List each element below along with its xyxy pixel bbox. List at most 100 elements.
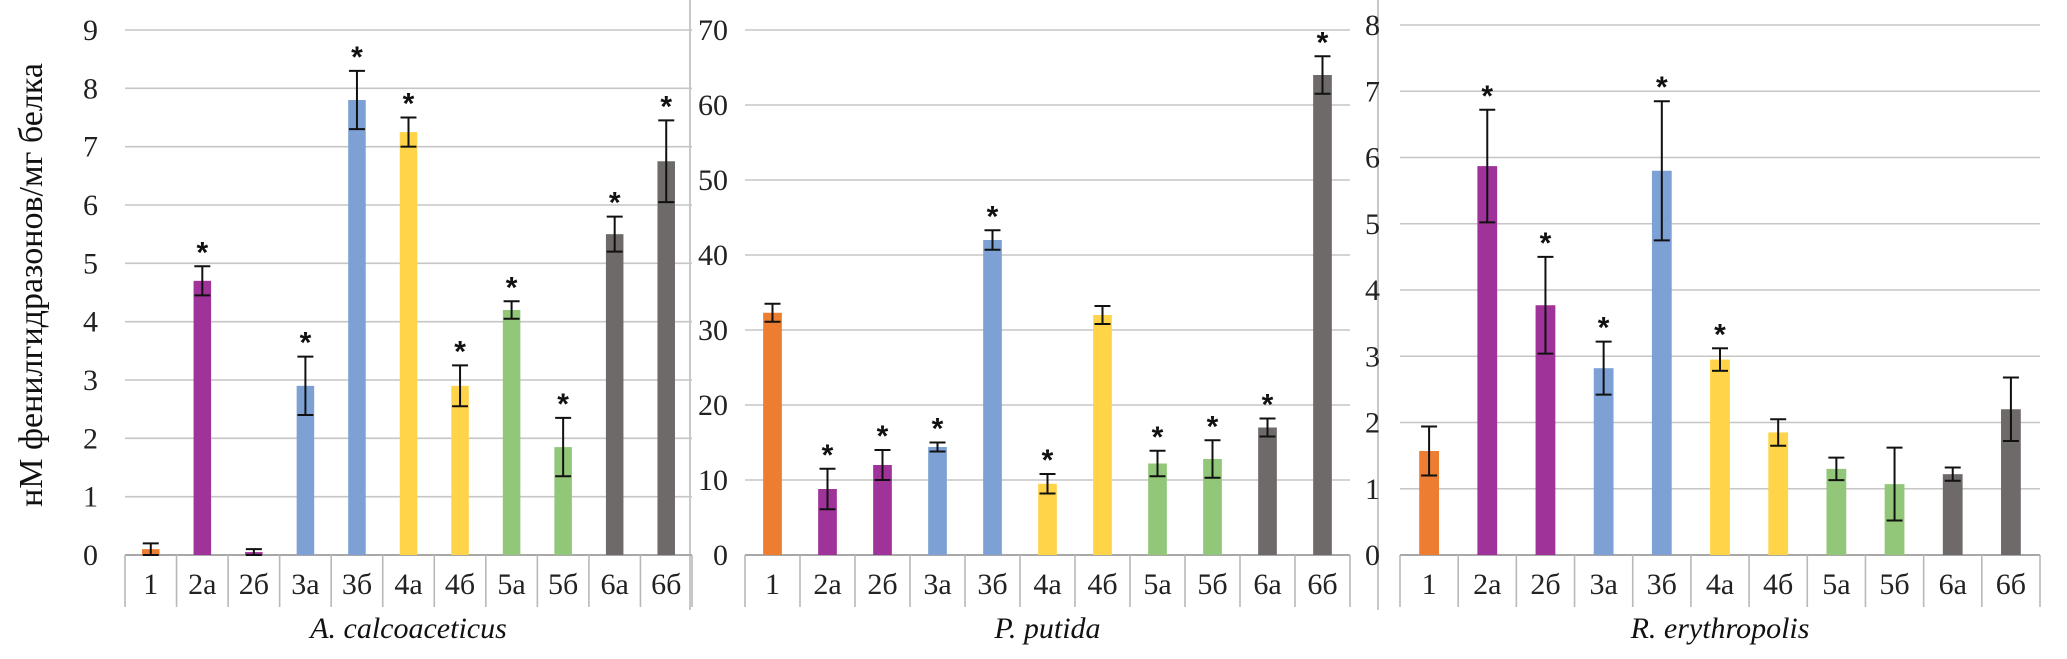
bar-1 (763, 312, 782, 555)
significance-star: * (403, 88, 415, 121)
significance-star: * (196, 236, 208, 269)
x-tick-label: 6б (651, 568, 681, 601)
y-tick-label: 30 (698, 314, 728, 347)
y-tick-label: 10 (698, 464, 728, 497)
y-tick-label: 7 (1365, 75, 1380, 108)
x-tick-label: 3а (291, 568, 319, 601)
bar-6б (2001, 409, 2021, 555)
x-tick-label: 6б (1996, 568, 2026, 601)
panel-label: R. erythropolis (1630, 612, 1810, 645)
bar-4б (1093, 315, 1112, 555)
y-tick-label: 4 (1365, 274, 1380, 307)
bar-3а (1593, 368, 1614, 555)
y-tick-label: 3 (83, 364, 98, 397)
significance-star: * (557, 388, 569, 421)
x-tick-label: 4а (1706, 568, 1734, 601)
x-tick-label: 6б (1307, 568, 1337, 601)
x-tick-label: 5а (1143, 568, 1171, 601)
x-tick-label: 4б (1087, 568, 1117, 601)
x-tick-label: 1 (765, 568, 780, 601)
bar-3а (296, 385, 315, 555)
x-tick-label: 5а (497, 568, 525, 601)
x-tick-label: 2а (188, 568, 216, 601)
y-tick-label: 6 (1365, 142, 1380, 175)
significance-star: * (1152, 421, 1164, 454)
significance-star: * (351, 41, 363, 74)
x-tick-label: 2б (867, 568, 897, 601)
bar-5а (1826, 468, 1847, 555)
significance-star: * (1656, 71, 1668, 104)
significance-star: * (1042, 444, 1054, 477)
significance-star: * (1481, 80, 1493, 113)
y-tick-label: 0 (713, 539, 728, 572)
x-tick-label: 4а (1033, 568, 1061, 601)
y-tick-label: 60 (698, 89, 728, 122)
bar-4а (1038, 483, 1057, 555)
y-tick-label: 1 (1365, 473, 1380, 506)
x-tick-label: 1 (1422, 568, 1437, 601)
significance-star: * (987, 200, 999, 233)
bar-5б (1203, 459, 1222, 555)
y-tick-label: 7 (83, 131, 98, 164)
y-tick-label: 2 (83, 422, 98, 455)
bar-5б (554, 447, 572, 555)
x-tick-label: 5б (1197, 568, 1227, 601)
bar-6б (657, 161, 675, 555)
bar-6б (1313, 75, 1332, 555)
bar-2а (1477, 166, 1498, 556)
x-tick-label: 6а (601, 568, 629, 601)
bar-3б (348, 100, 366, 555)
significance-star: * (609, 187, 621, 220)
significance-star: * (300, 327, 312, 360)
significance-star: * (660, 90, 672, 123)
x-tick-label: 3б (1647, 568, 1677, 601)
bar-2а (193, 280, 212, 555)
x-tick-label: 4б (445, 568, 475, 601)
bar-2б (873, 465, 892, 555)
bar-6а (605, 234, 624, 555)
bar-6а (1942, 474, 1963, 555)
x-tick-label: 5б (548, 568, 578, 601)
y-tick-label: 9 (83, 14, 98, 47)
y-tick-label: 50 (698, 164, 728, 197)
y-tick-label: 0 (83, 539, 98, 572)
bar-1 (1419, 450, 1439, 555)
y-tick-label: 8 (1365, 9, 1380, 42)
significance-star: * (1207, 410, 1219, 443)
panel-label: P. putida (993, 612, 1100, 645)
significance-star: * (506, 271, 518, 304)
bar-4а (399, 132, 418, 556)
x-tick-label: 6а (1253, 568, 1281, 601)
significance-star: * (1317, 26, 1329, 59)
significance-star: * (1540, 227, 1552, 260)
y-tick-label: 6 (83, 189, 98, 222)
x-tick-label: 3а (923, 568, 951, 601)
significance-star: * (454, 335, 466, 368)
y-axis-label: нМ фенилгидразонов/мг белка (13, 63, 50, 507)
y-tick-label: 0 (1365, 539, 1380, 572)
x-tick-label: 6а (1939, 568, 1967, 601)
significance-star: * (1714, 318, 1726, 351)
x-tick-label: 3б (977, 568, 1007, 601)
x-tick-label: 5б (1879, 568, 1909, 601)
panel-label: A. calcoaceticus (308, 612, 507, 645)
y-tick-label: 4 (83, 306, 98, 339)
x-tick-label: 3б (342, 568, 372, 601)
x-tick-label: 2б (239, 568, 269, 601)
y-tick-label: 1 (83, 481, 98, 514)
y-tick-label: 3 (1365, 340, 1380, 373)
bar-4б (451, 385, 469, 555)
y-tick-label: 5 (83, 247, 98, 280)
y-tick-label: 40 (698, 239, 728, 272)
bar-5а (1148, 463, 1167, 555)
significance-star: * (822, 439, 834, 472)
x-tick-label: 3а (1589, 568, 1617, 601)
significance-star: * (1262, 389, 1274, 422)
x-tick-label: 2а (1473, 568, 1501, 601)
bar-4а (1710, 359, 1730, 555)
bar-5а (502, 310, 521, 555)
x-tick-label: 5а (1822, 568, 1850, 601)
bar-3а (928, 447, 947, 555)
